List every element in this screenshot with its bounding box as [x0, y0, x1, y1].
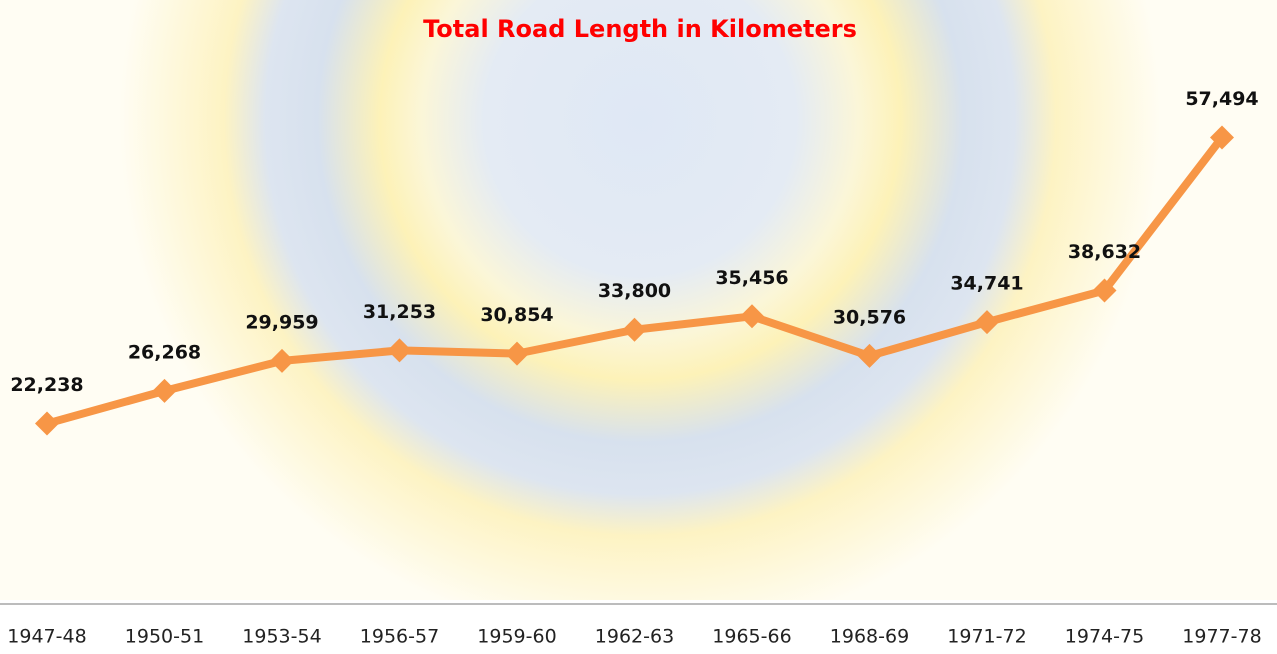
chart-title: Total Road Length in Kilometers — [423, 15, 857, 43]
data-label: 57,494 — [1185, 88, 1258, 110]
data-label: 35,456 — [715, 267, 788, 289]
data-label: 38,632 — [1068, 241, 1141, 263]
marker — [35, 411, 59, 436]
x-tick-label: 1956-57 — [360, 626, 439, 648]
x-tick-label: 1950-51 — [125, 626, 204, 648]
data-label: 33,800 — [598, 280, 671, 302]
marker — [740, 304, 764, 329]
x-tick-label: 1971-72 — [947, 626, 1026, 648]
x-tick-label: 1974-75 — [1065, 626, 1144, 648]
marker — [505, 341, 529, 366]
data-label: 26,268 — [128, 341, 201, 363]
marker — [857, 343, 882, 368]
marker — [1210, 125, 1234, 150]
data-label: 22,238 — [10, 374, 83, 396]
marker — [152, 378, 177, 403]
x-tick-label: 1947-48 — [7, 626, 86, 648]
marker — [622, 317, 647, 342]
x-tick-label: 1962-63 — [595, 626, 674, 648]
x-tick-label: 1977-78 — [1182, 626, 1261, 648]
marker — [387, 338, 412, 363]
data-label: 30,576 — [833, 306, 906, 328]
data-label: 31,253 — [363, 301, 436, 323]
marker — [975, 310, 999, 335]
x-tick-label: 1959-60 — [477, 626, 556, 648]
marker — [1092, 278, 1117, 303]
marker — [270, 348, 294, 373]
x-tick-label: 1968-69 — [830, 626, 909, 648]
data-label: 34,741 — [950, 273, 1023, 295]
x-tick-label: 1965-66 — [712, 626, 791, 648]
data-label: 30,854 — [480, 304, 553, 326]
data-label: 29,959 — [245, 311, 318, 333]
x-tick-label: 1953-54 — [242, 626, 321, 648]
